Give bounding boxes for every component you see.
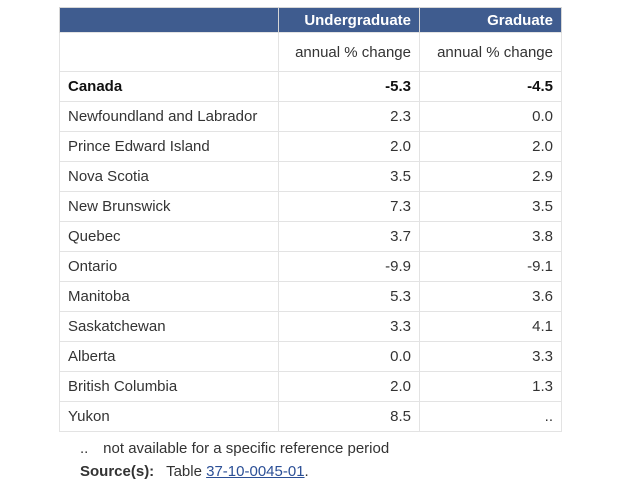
table-row: Alberta 0.0 3.3: [59, 341, 562, 372]
geography-cell: Canada: [59, 71, 279, 102]
geography-cell: New Brunswick: [59, 191, 279, 222]
source-table-link[interactable]: 37-10-0045-01: [206, 463, 305, 480]
undergraduate-column-header: Undergraduate: [278, 7, 420, 33]
graduate-value-cell: -9.1: [419, 251, 562, 282]
table-row: Newfoundland and Labrador 2.3 0.0: [59, 101, 562, 132]
undergraduate-value-cell: 2.0: [278, 371, 420, 402]
undergraduate-value-cell: 8.5: [278, 401, 420, 432]
table-row: Quebec 3.7 3.8: [59, 221, 562, 252]
table-row: Yukon 8.5..: [59, 401, 562, 432]
undergraduate-value-cell: 7.3: [278, 191, 420, 222]
table-row: Ontario -9.9 -9.1: [59, 251, 562, 282]
geography-cell: Alberta: [59, 341, 279, 372]
undergraduate-value-cell: 3.5: [278, 161, 420, 192]
undergraduate-value-cell: 2.3: [278, 101, 420, 132]
footnote-symbol: ..: [80, 440, 89, 457]
graduate-column-header: Graduate: [419, 7, 562, 33]
geography-column-header: [59, 7, 279, 33]
source-prefix: Table: [166, 463, 202, 480]
graduate-value-cell: 2.9: [419, 161, 562, 192]
table-row: Manitoba 5.3 3.6: [59, 281, 562, 312]
geography-cell: Prince Edward Island: [59, 131, 279, 162]
undergraduate-value-cell: 5.3: [278, 281, 420, 312]
graduate-value-cell: 1.3: [419, 371, 562, 402]
geography-cell: Yukon: [59, 401, 279, 432]
unit-header-row: annual % change annual % change: [59, 32, 562, 72]
unit-header-empty-cell: [59, 32, 279, 72]
table-row: New Brunswick 7.3 3.5: [59, 191, 562, 222]
source-label: Source(s):: [80, 463, 155, 480]
enrolment-change-table: Undergraduate Graduate annual % change a…: [59, 7, 562, 432]
graduate-unit-header: annual % change: [419, 32, 562, 72]
undergraduate-value-cell: -5.3: [278, 71, 420, 102]
table-row: Prince Edward Island 2.0 2.0: [59, 131, 562, 162]
table-row: British Columbia 2.0 1.3: [59, 371, 562, 402]
graduate-value-cell: 3.6: [419, 281, 562, 312]
table-row: Saskatchewan 3.3 4.1: [59, 311, 562, 342]
geography-cell: Saskatchewan: [59, 311, 279, 342]
graduate-value-cell: ..: [419, 401, 562, 432]
graduate-value-cell: -4.5: [419, 71, 562, 102]
geography-cell: Ontario: [59, 251, 279, 282]
source-line: Source(s): Table 37-10-0045-01.: [80, 463, 309, 480]
geography-cell: Nova Scotia: [59, 161, 279, 192]
geography-cell: Manitoba: [59, 281, 279, 312]
geography-cell: British Columbia: [59, 371, 279, 402]
geography-cell: Quebec: [59, 221, 279, 252]
undergraduate-value-cell: 3.7: [278, 221, 420, 252]
table-row-total: Canada -5.3 -4.5: [59, 71, 562, 102]
source-suffix: .: [304, 463, 309, 480]
undergraduate-unit-header: annual % change: [278, 32, 420, 72]
table-body: Canada -5.3 -4.5 Newfoundland and Labrador 2…: [59, 71, 562, 432]
graduate-value-cell: 3.3: [419, 341, 562, 372]
graduate-value-cell: 2.0: [419, 131, 562, 162]
graduate-value-cell: 3.8: [419, 221, 562, 252]
graduate-value-cell: 4.1: [419, 311, 562, 342]
undergraduate-value-cell: -9.9: [278, 251, 420, 282]
undergraduate-value-cell: 3.3: [278, 311, 420, 342]
column-header-row: Undergraduate Graduate: [59, 7, 562, 33]
geography-cell: Newfoundland and Labrador: [59, 101, 279, 132]
table-row: Nova Scotia 3.5 2.9: [59, 161, 562, 192]
graduate-value-cell: 0.0: [419, 101, 562, 132]
undergraduate-value-cell: 2.0: [278, 131, 420, 162]
footnote: .. not available for a specific referenc…: [80, 440, 389, 457]
undergraduate-value-cell: 0.0: [278, 341, 420, 372]
graduate-value-cell: 3.5: [419, 191, 562, 222]
footnote-text: not available for a specific reference p…: [103, 440, 390, 457]
